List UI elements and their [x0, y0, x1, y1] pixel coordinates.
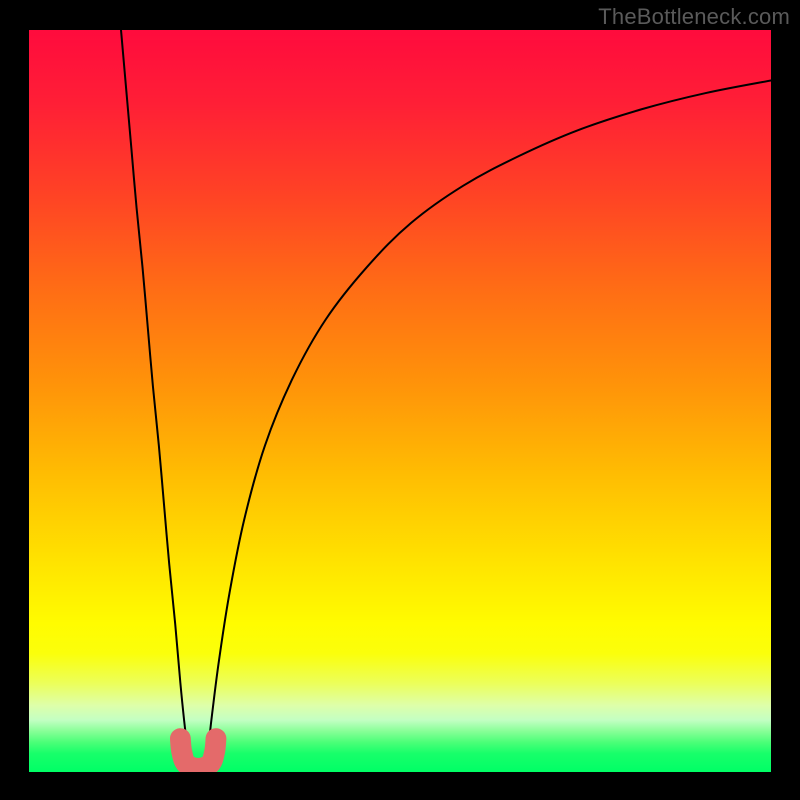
chart-container: TheBottleneck.com — [0, 0, 800, 800]
chart-background — [29, 30, 771, 772]
bottleneck-chart — [0, 0, 800, 800]
